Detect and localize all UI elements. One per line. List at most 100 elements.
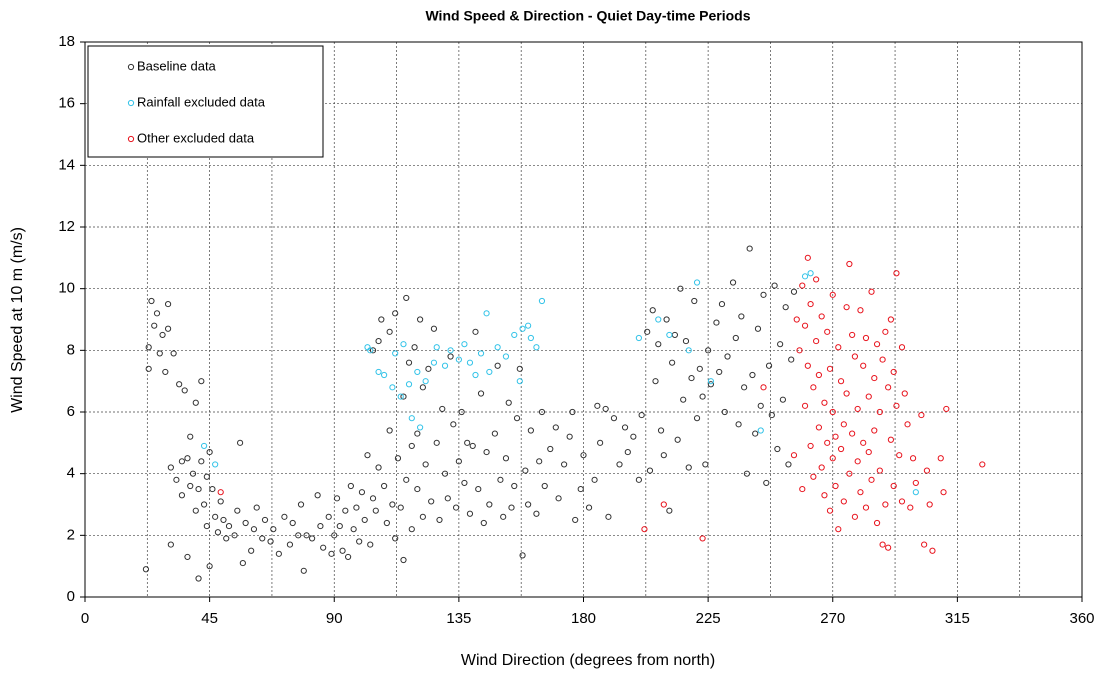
point	[893, 270, 900, 277]
point	[455, 356, 462, 363]
point	[912, 479, 919, 487]
point	[419, 513, 426, 520]
point	[242, 519, 249, 527]
point	[879, 541, 886, 548]
point	[824, 328, 831, 335]
point	[369, 347, 377, 354]
point	[826, 507, 834, 514]
point	[389, 384, 396, 391]
point	[799, 282, 806, 289]
point	[876, 408, 883, 416]
point	[192, 399, 199, 406]
point	[209, 485, 216, 493]
point	[860, 439, 867, 446]
point	[206, 448, 213, 456]
point	[314, 492, 321, 499]
point	[763, 479, 770, 487]
point	[732, 334, 739, 342]
point	[790, 288, 798, 295]
point	[162, 368, 169, 376]
point	[195, 485, 202, 493]
point	[364, 452, 371, 459]
point	[405, 381, 413, 388]
point	[865, 448, 872, 456]
point	[591, 476, 598, 483]
point	[405, 359, 413, 366]
point	[865, 393, 872, 400]
point	[439, 405, 446, 413]
point	[153, 310, 161, 317]
point	[585, 504, 593, 511]
x-axis-label: Wind Direction (degrees from north)	[461, 652, 715, 669]
point	[392, 350, 399, 357]
point	[441, 470, 449, 477]
point	[849, 331, 856, 339]
point	[400, 556, 407, 564]
point	[502, 353, 510, 360]
point	[234, 507, 241, 514]
point	[538, 408, 546, 416]
point	[885, 384, 892, 391]
point	[777, 341, 784, 348]
point	[638, 411, 645, 419]
point	[494, 362, 501, 369]
point	[788, 356, 795, 363]
point	[483, 310, 490, 317]
x-tick-label: 90	[326, 610, 343, 627]
point	[923, 467, 931, 474]
point	[926, 501, 933, 508]
legend-box	[87, 45, 324, 158]
point	[868, 288, 875, 295]
point	[220, 516, 227, 524]
point	[696, 365, 703, 372]
y-tick-label: 8	[67, 341, 75, 358]
x-tick-label: 225	[696, 610, 721, 627]
point	[173, 476, 180, 483]
point	[657, 427, 665, 434]
point	[749, 371, 756, 379]
point	[873, 519, 881, 527]
point	[854, 458, 861, 465]
legend-marker	[127, 63, 135, 71]
point	[674, 436, 681, 443]
point	[804, 362, 811, 369]
point	[522, 467, 529, 474]
point	[142, 566, 150, 573]
x-tick-label: 315	[945, 610, 970, 627]
point	[577, 485, 584, 493]
point	[580, 452, 587, 459]
point	[176, 381, 183, 388]
point	[785, 461, 792, 468]
point	[159, 331, 166, 339]
point	[151, 322, 158, 329]
point	[261, 516, 269, 524]
point	[461, 479, 468, 487]
point	[145, 365, 152, 372]
point	[685, 347, 692, 354]
point	[378, 316, 385, 323]
point	[885, 544, 892, 551]
point	[813, 276, 820, 283]
point	[821, 492, 828, 499]
point	[223, 535, 230, 542]
point	[829, 455, 836, 462]
point	[602, 405, 609, 413]
point	[669, 359, 676, 366]
point	[851, 513, 859, 520]
point	[217, 498, 224, 505]
point	[837, 378, 845, 385]
points	[142, 245, 986, 582]
point	[597, 439, 604, 446]
y-tick-label: 4	[67, 465, 75, 482]
point	[516, 365, 523, 372]
point	[419, 384, 426, 391]
y-tick-label: 16	[58, 95, 75, 112]
point	[655, 316, 662, 323]
point	[552, 424, 559, 431]
point	[225, 522, 233, 530]
point	[358, 489, 366, 496]
point	[375, 368, 382, 376]
y-tick-label: 6	[67, 403, 75, 420]
y-tick-label: 12	[58, 218, 75, 235]
point	[447, 353, 454, 360]
